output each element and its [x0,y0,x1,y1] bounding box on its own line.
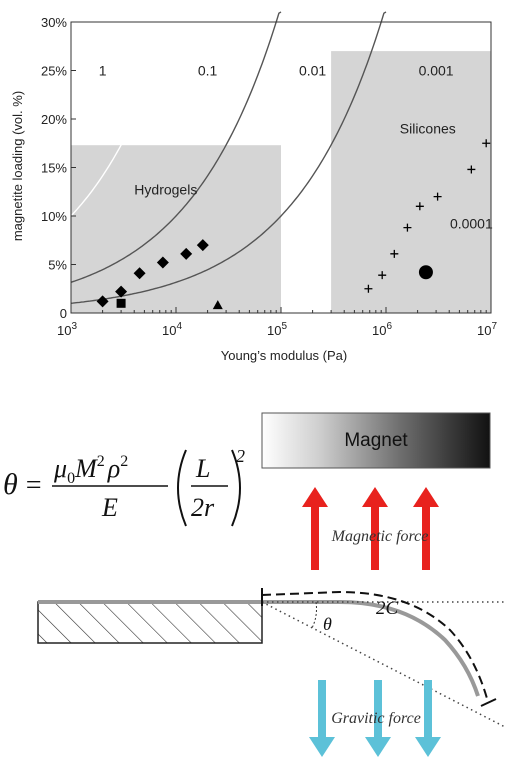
diagram: θ = μ0M2 ρ2 E L 2r 2 Magnet Magnetic forc… [3,412,505,757]
formula-left-paren [177,449,187,527]
region-hydrogels [71,145,281,313]
y-tick-label: 20% [41,112,67,127]
gravitic-force-label: Gravitic force [331,710,421,727]
curve-label-1: 1 [99,62,107,78]
x-tick-label: 105 [267,321,287,338]
curve-0.01 [70,11,177,217]
y-tick-label: 30% [41,15,67,30]
y-axis-label: magnetite loading (vol. %) [10,91,25,241]
plus-point [433,192,442,201]
plus-point [467,165,476,174]
gravitic-force-arrow [309,680,335,757]
formula-outer-exponent: 2 [236,446,245,466]
region-silicones [331,51,491,313]
formula-equals: = [24,470,43,501]
y-tick-label: 5% [48,258,67,273]
clamp-block [37,601,263,644]
gravitic-force-arrows [309,680,441,757]
region-label-hydrogels: Hydrogels [134,182,197,198]
square-point [116,298,126,308]
x-tick-label: 107 [477,321,497,338]
magnetic-force-arrow [413,487,439,570]
curve-label-0.1: 0.1 [198,62,218,78]
gravitic-force-arrow [365,680,391,757]
curve-label-0.0001: 0.0001 [450,216,493,232]
plus-point [390,249,399,258]
gravitic-force-arrow [415,680,441,757]
diamond-point [196,239,209,252]
curve-1 [70,11,387,304]
region-label-silicones: Silicones [400,121,456,137]
diamond-point [133,267,146,280]
formula-denominator: E [101,493,118,522]
points-layer [96,139,491,310]
diamond-point [115,285,128,298]
plus-point [403,223,412,232]
circle-point [418,265,433,280]
plus-point [364,284,373,293]
deflected-beam [262,600,480,697]
y-tick-label: 0 [60,306,67,321]
x-axis-label: Young’s modulus (Pa) [221,348,347,363]
magnet [261,412,491,469]
y-tick-label: 15% [41,161,67,176]
magnet-label: Magnet [344,430,408,451]
regions-layer [71,51,491,313]
tangent-reference-line [261,601,505,728]
plus-point [482,139,491,148]
formula-2r: 2r [191,493,215,522]
formula: θ = μ0M2 ρ2 E L 2r 2 [3,446,245,527]
triangle-point [212,300,223,310]
magnetic-force-arrows [302,487,439,570]
chart: 1 0.1 0.01 0.001 0.0001 Hydrogels Silicones 0 5… [10,11,497,363]
arc-length-marker [261,590,489,703]
curves-layer: 1 0.1 0.01 0.001 0.0001 Hydrogels Silicones [70,11,493,304]
magnetic-force-arrow [362,487,388,570]
formula-right-paren [231,449,241,527]
axes-layer: 0 5% 10% 15% 20% 25% 30% 103 104 105 106 107 [41,15,497,338]
curve-label-0.001: 0.001 [419,62,454,78]
angle-label: θ [323,614,332,634]
x-tick-label: 103 [57,321,77,338]
y-tick-label: 25% [41,64,67,79]
plus-point [415,202,424,211]
formula-numerator: μ0M2 ρ2 [53,453,128,487]
curve-label-0.01: 0.01 [299,62,326,78]
formula-L: L [195,454,210,483]
diamond-point [96,295,109,308]
y-tick-label: 10% [41,209,67,224]
arc-end-tick [480,698,497,707]
diamond-point [156,256,169,269]
curve-0.1 [70,11,282,283]
angle-arc [311,601,317,629]
magnetic-force-label: Magnetic force [331,528,429,545]
x-tick-label: 104 [162,321,182,338]
formula-theta: θ [3,468,18,501]
magnetic-force-arrow [302,487,328,570]
arc-length-label: 2C [376,598,399,619]
plus-point [378,271,387,280]
diamond-point [180,247,193,260]
x-tick-label: 106 [372,321,392,338]
